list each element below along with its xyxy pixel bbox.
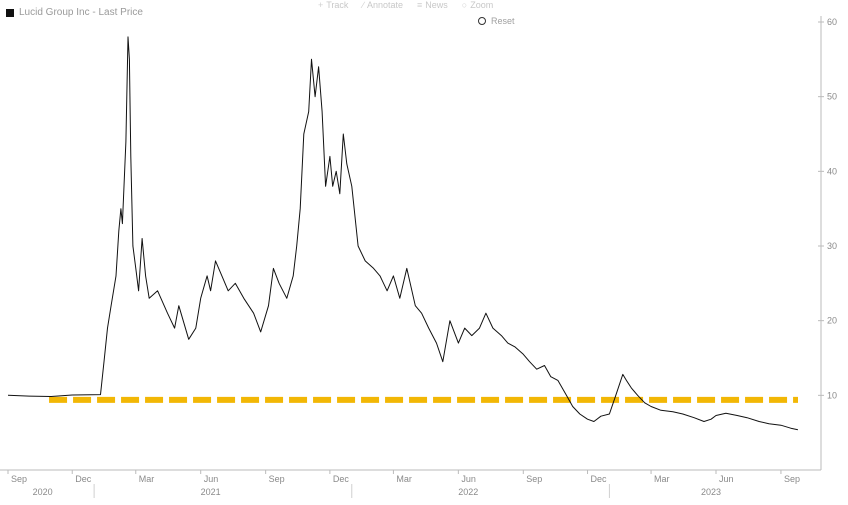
legend: Lucid Group Inc - Last Price <box>6 7 143 18</box>
x-axis: Sep Dec Mar Jun Sep Dec Mar Jun Sep Dec Mar Jun Sep 2… <box>0 469 821 498</box>
y-tick-label: 20 <box>827 316 837 326</box>
year-label: 2020 <box>33 487 53 497</box>
series-layer <box>7 36 799 431</box>
legend-label: Lucid Group Inc - Last Price <box>19 7 143 18</box>
year-label: 2021 <box>201 487 221 497</box>
x-tick-label: Mar <box>139 474 155 484</box>
y-axis: 10 20 30 40 50 60 <box>818 16 837 470</box>
news-label: News <box>425 0 448 10</box>
legend-swatch <box>6 8 14 17</box>
x-tick-label: Dec <box>75 474 92 484</box>
news-button[interactable]: ≡ News <box>417 0 448 10</box>
x-tick-label: Sep <box>269 474 285 484</box>
y-tick-label: 60 <box>827 17 837 27</box>
x-tick-label: Mar <box>396 474 412 484</box>
chart-toolbar: + Track ∕ Annotate ≡ News ○ Zoom <box>318 0 493 10</box>
price-series-line <box>7 36 799 431</box>
year-label: 2022 <box>458 487 478 497</box>
x-tick-label: Dec <box>333 474 350 484</box>
y-tick-label: 50 <box>827 92 837 102</box>
x-tick-label: Jun <box>204 474 219 484</box>
track-button[interactable]: + Track <box>318 0 348 10</box>
pencil-icon: ∕ <box>362 0 364 10</box>
news-icon: ≡ <box>416 0 423 10</box>
y-tick-label: 30 <box>827 241 837 251</box>
x-tick-label: Jun <box>719 474 734 484</box>
track-label: Track <box>326 0 349 10</box>
x-tick-label: Sep <box>784 474 800 484</box>
reset-label: Reset <box>491 16 515 26</box>
zoom-icon: ○ <box>461 0 468 10</box>
y-tick-label: 40 <box>827 166 837 176</box>
x-tick-label: Dec <box>591 474 608 484</box>
x-tick-label: Sep <box>526 474 542 484</box>
annotate-button[interactable]: ∕ Annotate <box>362 0 403 10</box>
zoom-label: Zoom <box>470 0 494 10</box>
annotate-label: Annotate <box>366 0 403 10</box>
reset-icon <box>478 17 486 25</box>
x-tick-label: Jun <box>461 474 476 484</box>
year-label: 2023 <box>701 487 721 497</box>
crosshair-icon: + <box>318 0 324 10</box>
x-tick-label: Mar <box>654 474 670 484</box>
x-tick-label: Sep <box>11 474 27 484</box>
zoom-button[interactable]: ○ Zoom <box>462 0 493 10</box>
y-tick-label: 10 <box>827 390 837 400</box>
reset-button[interactable]: Reset <box>478 16 515 26</box>
